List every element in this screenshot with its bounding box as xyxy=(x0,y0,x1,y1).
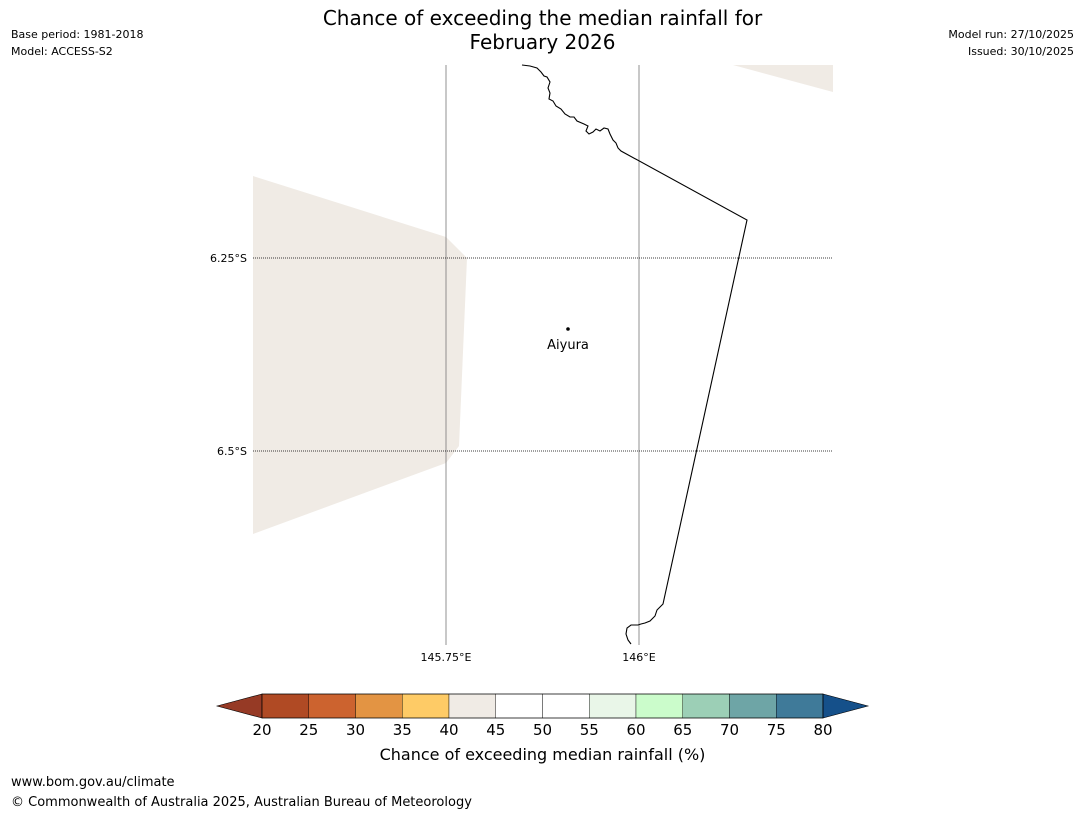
map-title: Chance of exceeding the median rainfall … xyxy=(0,6,1085,54)
colorbar-tick-label: 35 xyxy=(393,721,412,739)
issued-date: Issued: 30/10/2025 xyxy=(967,45,1074,58)
model-run: Model run: 27/10/2025 xyxy=(948,28,1074,41)
colorbar-title: Chance of exceeding median rainfall (%) xyxy=(379,745,706,764)
colorbar-segment xyxy=(589,693,637,719)
model-name: Model: ACCESS-S2 xyxy=(11,45,113,58)
colorbar-segment xyxy=(542,693,590,719)
colorbar-tick-label: 20 xyxy=(252,721,271,739)
colorbar-segment xyxy=(355,693,403,719)
colorbar-segment xyxy=(682,693,730,719)
colorbar-frame xyxy=(261,693,824,719)
shaded-region-northeast xyxy=(733,65,833,92)
colorbar-tick-label: 60 xyxy=(626,721,645,739)
colorbar-tick-label: 70 xyxy=(720,721,739,739)
base-period: Base period: 1981-2018 xyxy=(11,28,144,41)
lat-label-6-5: 6.5°S xyxy=(217,445,247,458)
footer-url[interactable]: www.bom.gov.au/climate xyxy=(11,775,175,790)
colorbar-segment xyxy=(308,693,356,719)
colorbar-tick-label: 45 xyxy=(486,721,505,739)
colorbar-under-arrow xyxy=(215,693,263,719)
lon-label-146: 146°E xyxy=(622,651,655,664)
colorbar-segment xyxy=(261,693,309,719)
colorbar-segment xyxy=(448,693,496,719)
meta-right: Model run: 27/10/2025 Issued: 30/10/2025 xyxy=(948,26,1074,60)
meta-left: Base period: 1981-2018 Model: ACCESS-S2 xyxy=(11,26,143,60)
shaded-region-west xyxy=(253,176,467,534)
lon-label-145-75: 145.75°E xyxy=(421,651,472,664)
aiyura-label: Aiyura xyxy=(547,338,589,353)
colorbar-tick-label: 80 xyxy=(813,721,832,739)
colorbar-tick-label: 65 xyxy=(673,721,692,739)
colorbar: 20 25 30 35 40 45 50 55 60 65 70 75 80 xyxy=(215,693,870,739)
colorbar-segment xyxy=(729,693,777,719)
colorbar-tick-label: 75 xyxy=(767,721,786,739)
colorbar-tick-label: 30 xyxy=(346,721,365,739)
title-line-2: February 2026 xyxy=(469,30,616,54)
colorbar-tick-label: 55 xyxy=(580,721,599,739)
colorbar-tick-label: 40 xyxy=(439,721,458,739)
aiyura-marker xyxy=(566,327,570,331)
colorbar-segment xyxy=(635,693,683,719)
colorbar-segment xyxy=(495,693,543,719)
colorbar-segments xyxy=(261,693,824,719)
colorbar-over-arrow xyxy=(822,693,870,719)
coastline xyxy=(521,64,748,645)
colorbar-tick-label: 50 xyxy=(533,721,552,739)
colorbar-segment xyxy=(776,693,824,719)
colorbar-tick-label: 25 xyxy=(299,721,318,739)
colorbar-segment xyxy=(402,693,450,719)
colorbar-ticks: 20 25 30 35 40 45 50 55 60 65 70 75 80 xyxy=(252,721,832,739)
lat-label-6-25: 6.25°S xyxy=(210,252,247,265)
title-line-1: Chance of exceeding the median rainfall … xyxy=(322,6,763,30)
footer-copyright: © Commonwealth of Australia 2025, Austra… xyxy=(11,795,472,810)
